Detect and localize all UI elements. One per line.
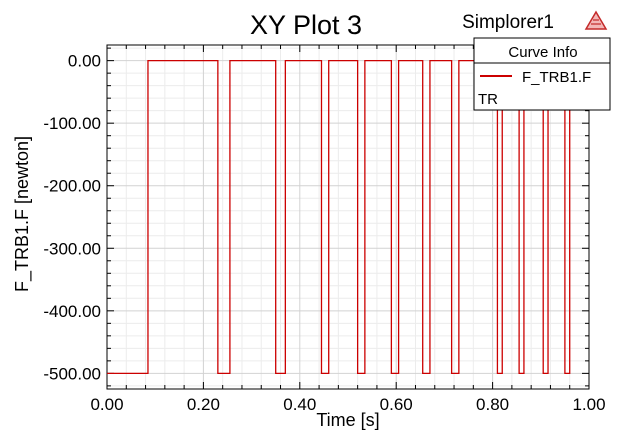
y-axis-label: F_TRB1.F [newton] [12,136,33,292]
x-tick-label: 0.40 [283,395,316,414]
plot-frame [106,44,590,390]
series-line [107,59,589,375]
x-tick-label: 1.00 [572,395,605,414]
x-tick-label: 0.80 [476,395,509,414]
axis-ticks [106,45,590,389]
x-axis-label: Time [s] [316,410,379,430]
legend-header: Curve Info [508,44,577,61]
legend-entry-label-continued: TR [478,91,498,108]
y-tick-label: 0.00 [68,52,101,71]
legend-box[interactable]: Curve Info F_TRB1.F TR [473,37,611,111]
legend-entry-label: F_TRB1.F [522,69,591,86]
x-tick-label: 0.00 [90,395,123,414]
y-tick-label: -100.00 [43,114,101,133]
y-tick-label: -300.00 [43,239,101,258]
x-tick-labels: 0.00 0.20 0.40 0.60 0.80 1.00 [90,395,605,414]
x-tick-label: 0.60 [380,395,413,414]
y-tick-label: -200.00 [43,177,101,196]
series-layer [107,59,589,375]
x-tick-label: 0.20 [187,395,220,414]
design-name: Simplorer1 [462,12,554,33]
design-warning-icon[interactable] [584,10,608,30]
minor-grid [107,45,589,389]
plot-title: XY Plot 3 [250,10,362,40]
y-tick-labels: 0.00 -100.00 -200.00 -300.00 -400.00 -500.00 [43,52,101,384]
y-tick-label: -400.00 [43,302,101,321]
y-tick-label: -500.00 [43,364,101,383]
